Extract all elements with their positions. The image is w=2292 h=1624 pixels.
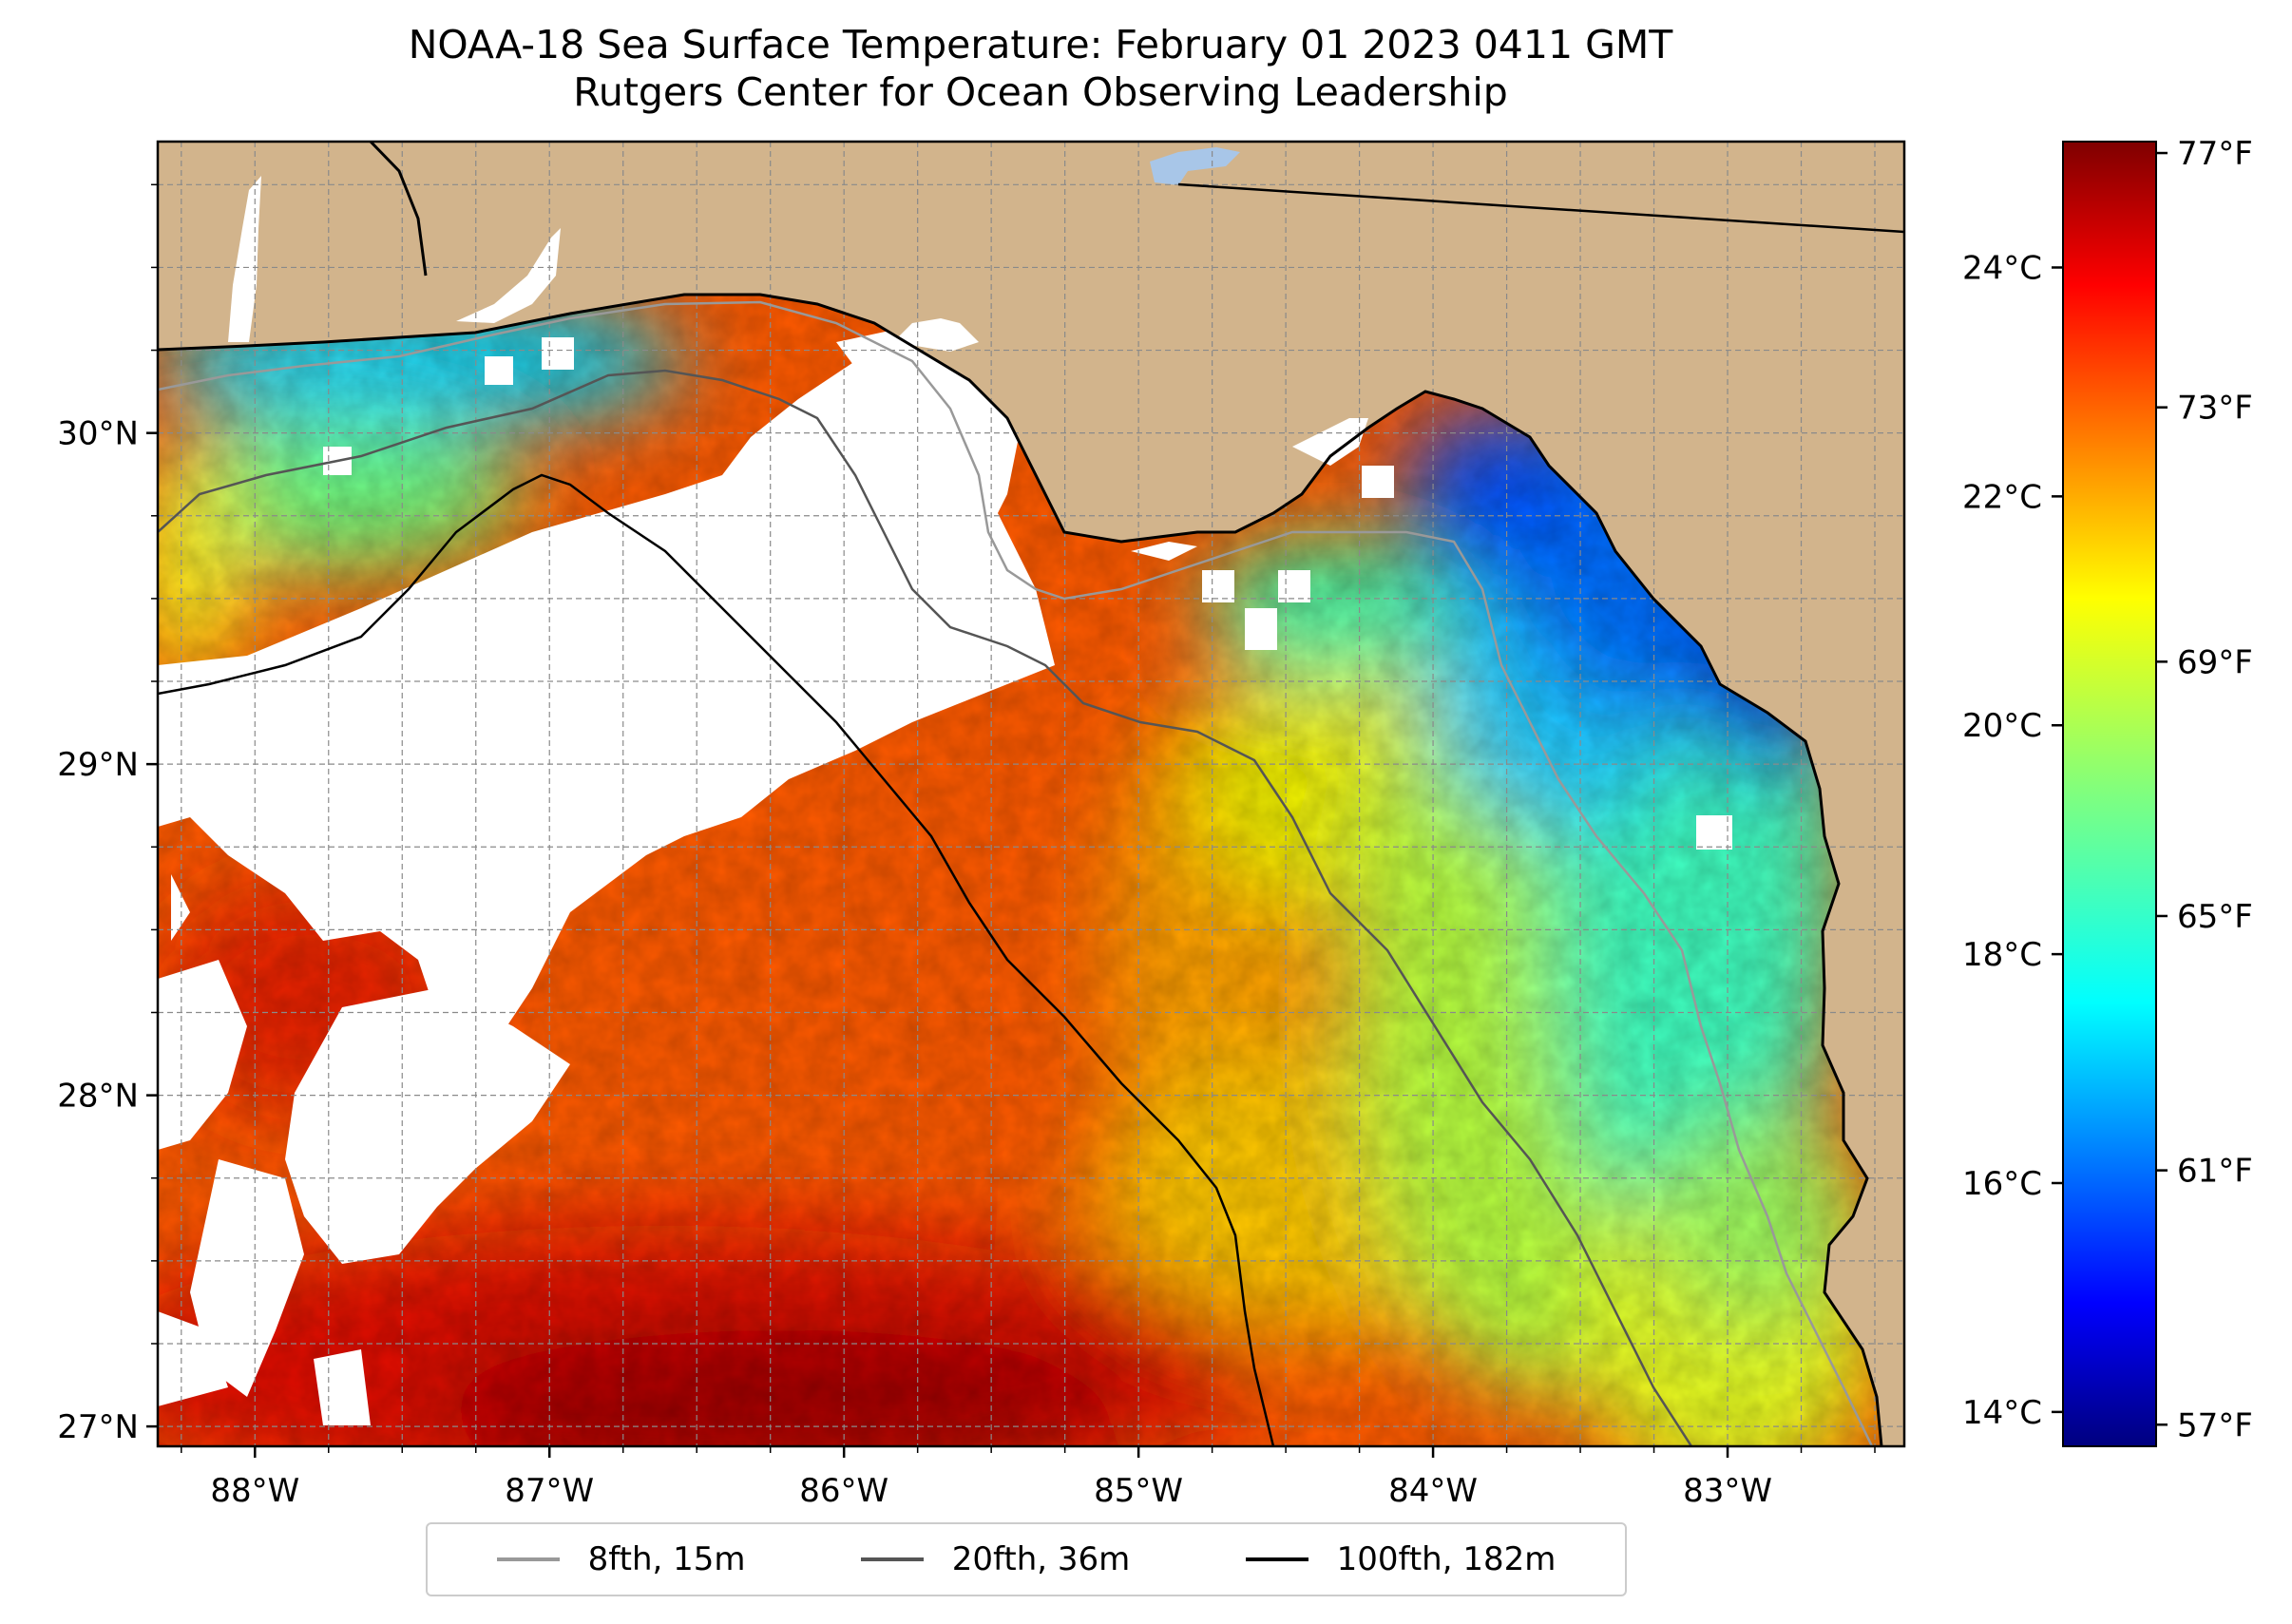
- legend-swatch: [1245, 1557, 1308, 1561]
- legend-item-20fth: 20fth, 36m: [860, 1540, 1131, 1578]
- legend-item-100fth: 100fth, 182m: [1245, 1540, 1557, 1578]
- lake: [1150, 147, 1240, 185]
- longitude-axis: 88°W 87°W 86°W 85°W 84°W 83°W: [181, 1446, 1876, 1510]
- fahrenheit-tick-label: 73°F: [2177, 390, 2253, 428]
- lon-tick-label: 83°W: [1683, 1472, 1772, 1510]
- celsius-tick-label: 20°C: [1962, 707, 2042, 745]
- map-grid: [158, 142, 1904, 1446]
- celsius-tick-label: 22°C: [1962, 478, 2042, 516]
- legend-swatch: [496, 1557, 560, 1561]
- lon-tick-label: 87°W: [505, 1472, 594, 1510]
- fahrenheit-tick-label: 61°F: [2177, 1153, 2253, 1191]
- land: [158, 142, 1904, 1446]
- celsius-tick-label: 16°C: [1962, 1165, 2042, 1203]
- no-data-clouds: [158, 314, 1732, 1425]
- isobaths: [158, 300, 1874, 1446]
- title-line-2: Rutgers Center for Ocean Observing Leade…: [573, 69, 1508, 115]
- celsius-tick-label: 18°C: [1962, 936, 2042, 974]
- lat-tick-label: 30°N: [57, 415, 139, 453]
- legend-label: 8fth, 15m: [587, 1540, 746, 1578]
- colorbar-celsius-axis: 24°C 22°C 20°C 18°C 16°C 14°C: [1962, 249, 2063, 1432]
- map-area: [158, 142, 1904, 1446]
- legend-swatch: [860, 1557, 924, 1561]
- celsius-tick-label: 24°C: [1962, 249, 2042, 287]
- lat-tick-label: 29°N: [57, 746, 139, 784]
- fahrenheit-tick-label: 69°F: [2177, 643, 2253, 681]
- colorbar-fahrenheit-axis: 77°F 73°F 69°F 65°F 61°F 57°F: [2156, 135, 2253, 1444]
- colorbar-gradient: [2062, 141, 2157, 1447]
- legend-item-8fth: 8fth, 15m: [496, 1540, 746, 1578]
- figure-title: NOAA-18 Sea Surface Temperature: Februar…: [0, 21, 2081, 116]
- title-line-1: NOAA-18 Sea Surface Temperature: Februar…: [408, 22, 1673, 67]
- colorbar: 24°C 22°C 20°C 18°C 16°C 14°C 77°F 73°F 69°F 65°…: [1962, 135, 2253, 1447]
- fahrenheit-tick-label: 57°F: [2177, 1406, 2253, 1444]
- lat-tick-label: 28°N: [57, 1078, 139, 1116]
- lon-tick-label: 84°W: [1388, 1472, 1478, 1510]
- isobath-legend: 8fth, 15m 20fth, 36m 100fth, 182m: [426, 1522, 1627, 1596]
- lon-tick-label: 86°W: [799, 1472, 888, 1510]
- lon-tick-label: 88°W: [210, 1472, 299, 1510]
- coastline: [158, 142, 1904, 1446]
- lon-tick-label: 85°W: [1094, 1472, 1183, 1510]
- fahrenheit-tick-label: 77°F: [2177, 135, 2253, 173]
- lat-tick-label: 27°N: [57, 1408, 139, 1446]
- legend-label: 20fth, 36m: [951, 1540, 1131, 1578]
- celsius-tick-label: 14°C: [1962, 1394, 2042, 1432]
- map-frame: [156, 140, 1906, 1448]
- latitude-axis: 30°N 29°N 28°N 27°N: [57, 183, 158, 1446]
- fahrenheit-tick-label: 65°F: [2177, 898, 2253, 936]
- legend-label: 100fth, 182m: [1336, 1540, 1557, 1578]
